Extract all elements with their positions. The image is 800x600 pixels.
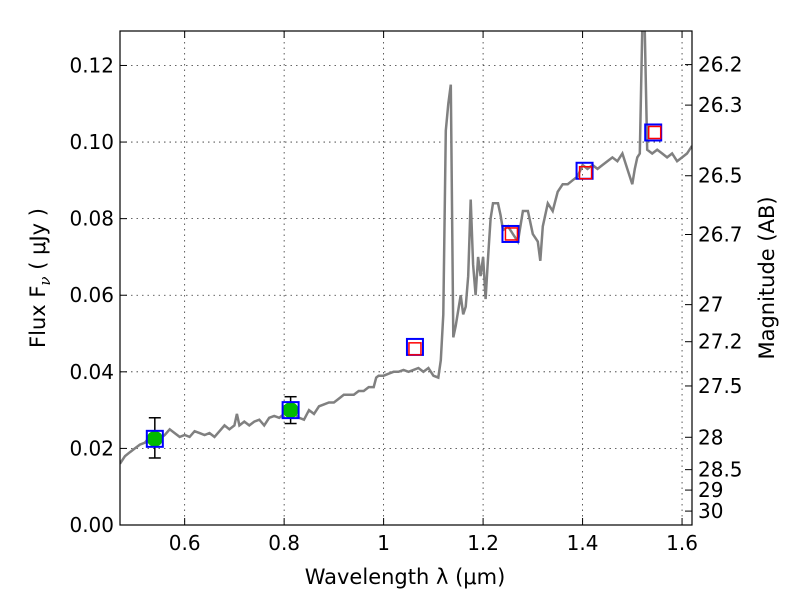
mag-tick-label: 26.3 xyxy=(698,93,743,117)
observed-photometry-box xyxy=(578,165,593,180)
y-axis-label-sub: ν xyxy=(36,276,54,285)
mag-tick-label: 29 xyxy=(698,478,723,502)
y-axis-label-main: Flux F xyxy=(26,286,50,348)
x-tick-label: 0.6 xyxy=(169,531,201,555)
x-axis-label: Wavelength λ (μm) xyxy=(305,565,506,589)
sed-line xyxy=(120,31,692,465)
mag-tick-label: 27.2 xyxy=(698,330,743,354)
x-tick-label: 1 xyxy=(377,531,390,555)
x-tick-label: 1.4 xyxy=(567,531,599,555)
mag-tick-label: 30 xyxy=(698,499,723,523)
y-tick-label: 0.02 xyxy=(69,436,114,460)
observed-photometry-box xyxy=(504,227,519,241)
mag-tick-label: 26.7 xyxy=(698,223,743,247)
y-tick-label: 0.04 xyxy=(69,360,114,384)
model-photometry-box xyxy=(501,224,520,243)
x-tick-label: 0.8 xyxy=(268,531,300,555)
x-tick-label: 1.6 xyxy=(666,531,698,555)
photometry-markers xyxy=(145,123,663,459)
observed-photometry-box xyxy=(647,125,662,140)
plot-frame xyxy=(119,30,693,526)
y-axis-ticks: 0.00 0.02 0.04 0.06 0.08 0.10 0.12 xyxy=(69,53,127,537)
plot-area xyxy=(120,31,692,465)
mag-tick-label: 26.5 xyxy=(698,164,743,188)
detection-point xyxy=(282,402,299,419)
y-tick-label: 0.00 xyxy=(69,513,114,537)
y-tick-label: 0.12 xyxy=(69,53,114,77)
model-photometry-box xyxy=(281,401,300,420)
mag-tick-label: 27 xyxy=(698,293,723,317)
y-axis-label-unit: ( μJy ) xyxy=(26,208,50,276)
y-axis-label: Flux Fν ( μJy ) xyxy=(26,208,54,348)
model-photometry-box xyxy=(145,429,164,448)
mag-tick-label: 28.5 xyxy=(698,458,743,482)
y-tick-label: 0.08 xyxy=(69,207,114,231)
grid-lines xyxy=(120,31,692,526)
mag-tick-label: 26.2 xyxy=(698,53,743,77)
x-axis-ticks: 0.6 0.8 1 1.2 1.4 1.6 xyxy=(169,31,698,555)
mag-tick-label: 27.5 xyxy=(698,374,743,398)
mag-tick-label: 28 xyxy=(698,425,723,449)
y-tick-label: 0.06 xyxy=(69,283,114,307)
y-tick-label: 0.10 xyxy=(69,130,114,154)
observed-photometry-box xyxy=(408,342,422,356)
y2-axis-label: Magnitude (AB) xyxy=(755,196,779,359)
detection-point xyxy=(146,430,163,447)
x-tick-label: 1.2 xyxy=(467,531,499,555)
